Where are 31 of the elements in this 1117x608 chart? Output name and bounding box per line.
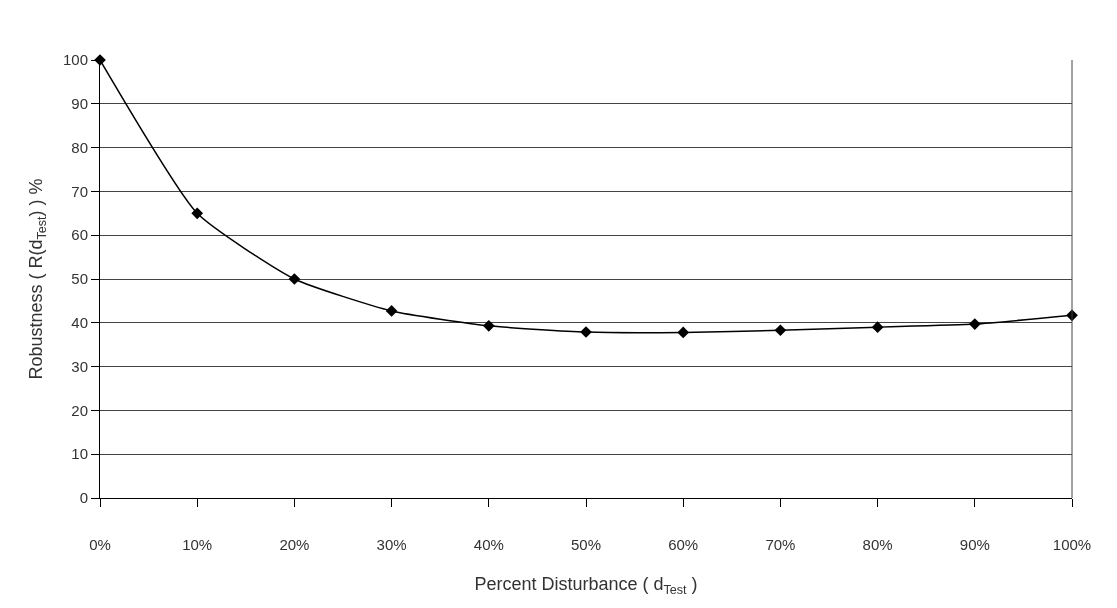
point (385, 305, 398, 317)
point (774, 324, 787, 337)
y-tick-label: 30 (71, 357, 88, 375)
x-tick-label: 20% (279, 536, 310, 553)
y-tick-label: 90 (71, 95, 88, 113)
x-tick-label: 50% (570, 536, 602, 553)
point (871, 321, 884, 334)
point (482, 320, 495, 332)
point (677, 326, 690, 339)
y-tick-label: 10 (71, 445, 88, 463)
x-tick-label: 100% (1052, 536, 1092, 553)
x-tick-label: 10% (182, 536, 213, 553)
x-tick-label: 0% (89, 536, 111, 553)
x-axis-title: Percent Disturbance ( d$_{Test}$ ) (474, 574, 698, 597)
y-tick-label: 80 (71, 138, 88, 156)
y-tick-label: 40 (71, 314, 88, 332)
x-tick-label: 40% (473, 536, 504, 553)
point (191, 207, 204, 220)
point (288, 273, 301, 285)
y-tick-label: 50 (71, 270, 88, 288)
y-tick-label: 60 (71, 226, 88, 244)
x-tick-label: 80% (862, 536, 893, 553)
point (968, 318, 981, 330)
x-tick-label: 30% (376, 536, 407, 553)
x-tick-label: 90% (959, 536, 990, 553)
y-tick-label: 100 (62, 51, 88, 69)
x-tick-label: 60% (668, 536, 699, 553)
y-tick-label: 20 (71, 401, 88, 419)
x-tick-label: 70% (765, 536, 796, 553)
y-tick-label: 0 (79, 489, 88, 507)
y-tick-label: 70 (71, 182, 88, 200)
